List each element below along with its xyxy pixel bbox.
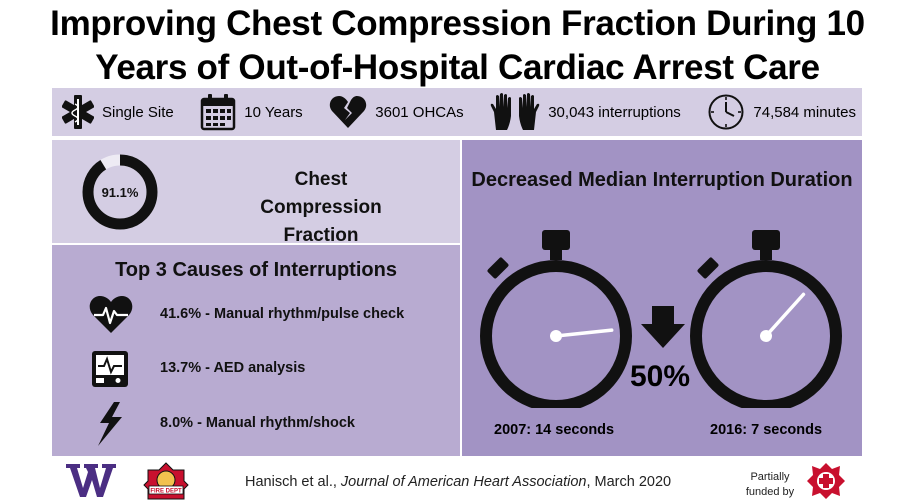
stat-site-text: Single Site — [102, 103, 174, 121]
stat-interruptions-text: 30,043 interruptions — [548, 103, 681, 121]
star-of-life-icon — [62, 95, 94, 129]
cause-text-2: 13.7% - AED analysis — [160, 360, 306, 376]
fire-dept-logo: FIRE DEPT — [143, 462, 189, 500]
stat-ohcas-text: 3601 OHCAs — [375, 103, 464, 121]
label-2007: 2007: 14 seconds — [494, 422, 615, 438]
stat-interruptions: 30,043 interruptions — [490, 92, 681, 132]
median-panel: Decreased Median Interruption Duration 5… — [462, 140, 862, 456]
stopwatch-2007 — [480, 230, 632, 408]
citation: Hanisch et al., Journal of American Hear… — [245, 474, 671, 490]
citation-author: Hanisch et al., — [245, 474, 341, 490]
stat-years-text: 10 Years — [244, 103, 303, 121]
clock-icon — [708, 94, 744, 130]
fire-dept-text: FIRE DEPT — [150, 489, 182, 495]
stat-minutes: 74,584 minutes — [707, 93, 856, 131]
ccf-title: Chest Compression Fraction — [260, 169, 382, 246]
stat-single-site: Single Site — [62, 93, 174, 131]
ccf-gauge-arc — [82, 154, 158, 230]
cause-text-1: 41.6% - Manual rhythm/pulse check — [160, 306, 405, 322]
cause-item-2: 13.7% - AED analysis — [88, 349, 305, 389]
funded-by-text: Partially funded by — [745, 471, 795, 498]
citation-date: , March 2020 — [586, 474, 672, 490]
stat-ohcas: 3601 OHCAs — [329, 94, 464, 130]
median-title: Decreased Median Interruption Duration — [471, 169, 853, 191]
stopwatch-2016-hand — [764, 292, 806, 338]
aed-monitor-icon — [92, 351, 128, 387]
broken-heart-icon — [330, 96, 367, 128]
stopwatch-2007-hand — [554, 328, 614, 338]
stats-bar: Single Site 10 Years 3601 OHCAs — [52, 88, 862, 136]
causes-title: Top 3 Causes of Interruptions — [115, 259, 397, 281]
infographic-title: Improving Chest Compression Fraction Dur… — [50, 4, 865, 87]
cause-item-3: 8.0% - Manual rhythm/shock — [88, 401, 355, 447]
label-2016: 2016: 7 seconds — [710, 422, 823, 438]
calendar-icon — [201, 94, 236, 131]
lightning-icon — [98, 402, 122, 446]
hands-icon — [490, 93, 540, 130]
medic-one-logo — [807, 463, 845, 499]
reduction-percent: 50% — [630, 360, 691, 393]
down-arrow-icon — [641, 306, 685, 348]
stat-years: 10 Years — [200, 93, 303, 131]
causes-panel: Top 3 Causes of Interruptions 41.6% - Ma… — [52, 245, 460, 456]
uw-logo — [66, 464, 116, 497]
ccf-gauge: 91.1% — [82, 154, 158, 230]
stopwatch-2016 — [690, 230, 842, 408]
cause-text-3: 8.0% - Manual rhythm/shock — [160, 415, 355, 431]
ccf-panel: 91.1% Chest Compression Fraction — [52, 140, 460, 246]
stat-minutes-text: 74,584 minutes — [753, 103, 856, 121]
citation-journal: Journal of American Heart Association — [340, 474, 587, 490]
ccf-value: 91.1% — [102, 185, 139, 200]
cause-item-1: 41.6% - Manual rhythm/pulse check — [88, 295, 404, 335]
heart-pulse-icon — [89, 296, 133, 333]
